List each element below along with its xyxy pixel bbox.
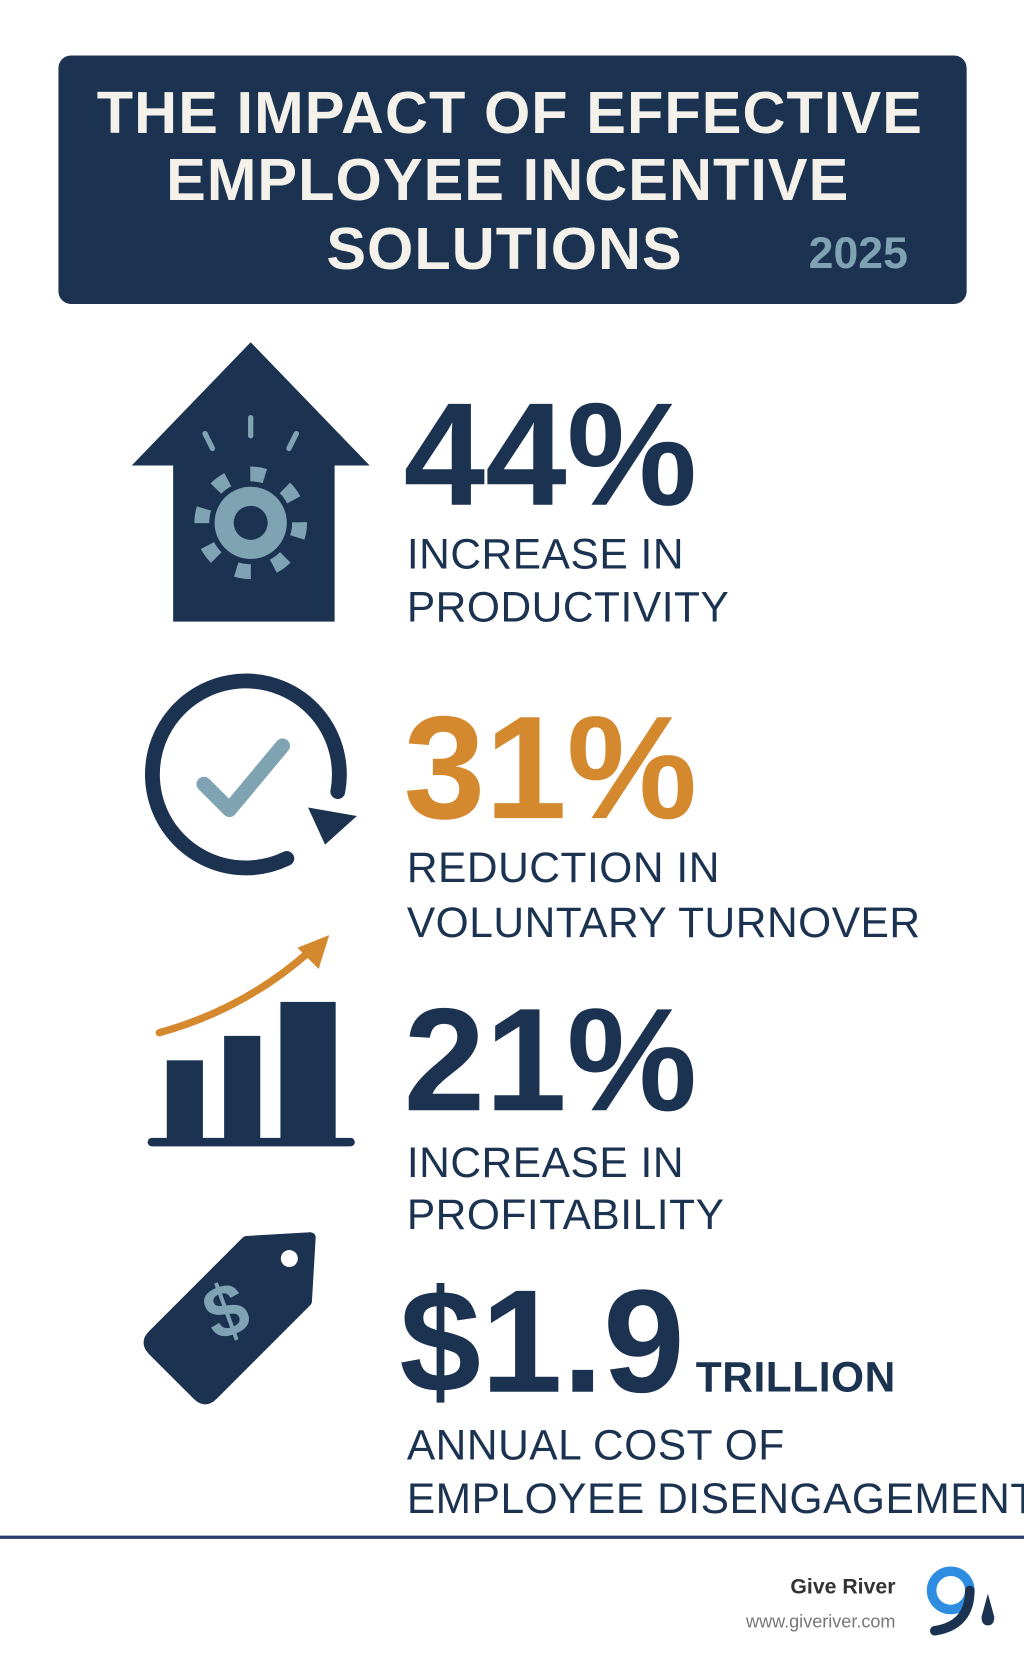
logo [926, 1566, 995, 1636]
stat-value: 21% [404, 978, 697, 1142]
productivity-icon [131, 342, 370, 622]
year: 2025 [809, 229, 908, 278]
stat-description: EMPLOYEE DISENGAGEMENT [407, 1476, 1024, 1523]
stat-description: INCREASE IN [407, 1140, 684, 1187]
stat-value: $1.9 [399, 1260, 684, 1424]
stat-description: ANNUAL COST OF [407, 1423, 785, 1470]
stat-description: VOLUNTARY TURNOVER [407, 900, 921, 947]
brand: Give River [790, 1575, 895, 1599]
stat-value: 31% [404, 686, 697, 850]
title-line: THE IMPACT OF EFFECTIVE [97, 79, 923, 146]
title-line: SOLUTIONS [326, 215, 682, 282]
url: www.giveriver.com [745, 1612, 895, 1632]
stat-description: REDUCTION IN [407, 845, 720, 892]
turnover-icon [144, 673, 357, 876]
profit-icon [147, 934, 355, 1147]
title-line: EMPLOYEE INCENTIVE [166, 146, 849, 213]
cost-icon [143, 1232, 316, 1405]
stat-description: PRODUCTIVITY [407, 585, 730, 632]
stat-description: PROFITABILITY [407, 1192, 725, 1239]
stat-unit: TRILLION [696, 1355, 896, 1402]
stat-value: 44% [404, 373, 697, 537]
header-box [58, 55, 967, 305]
stat-description: INCREASE IN [407, 532, 684, 579]
